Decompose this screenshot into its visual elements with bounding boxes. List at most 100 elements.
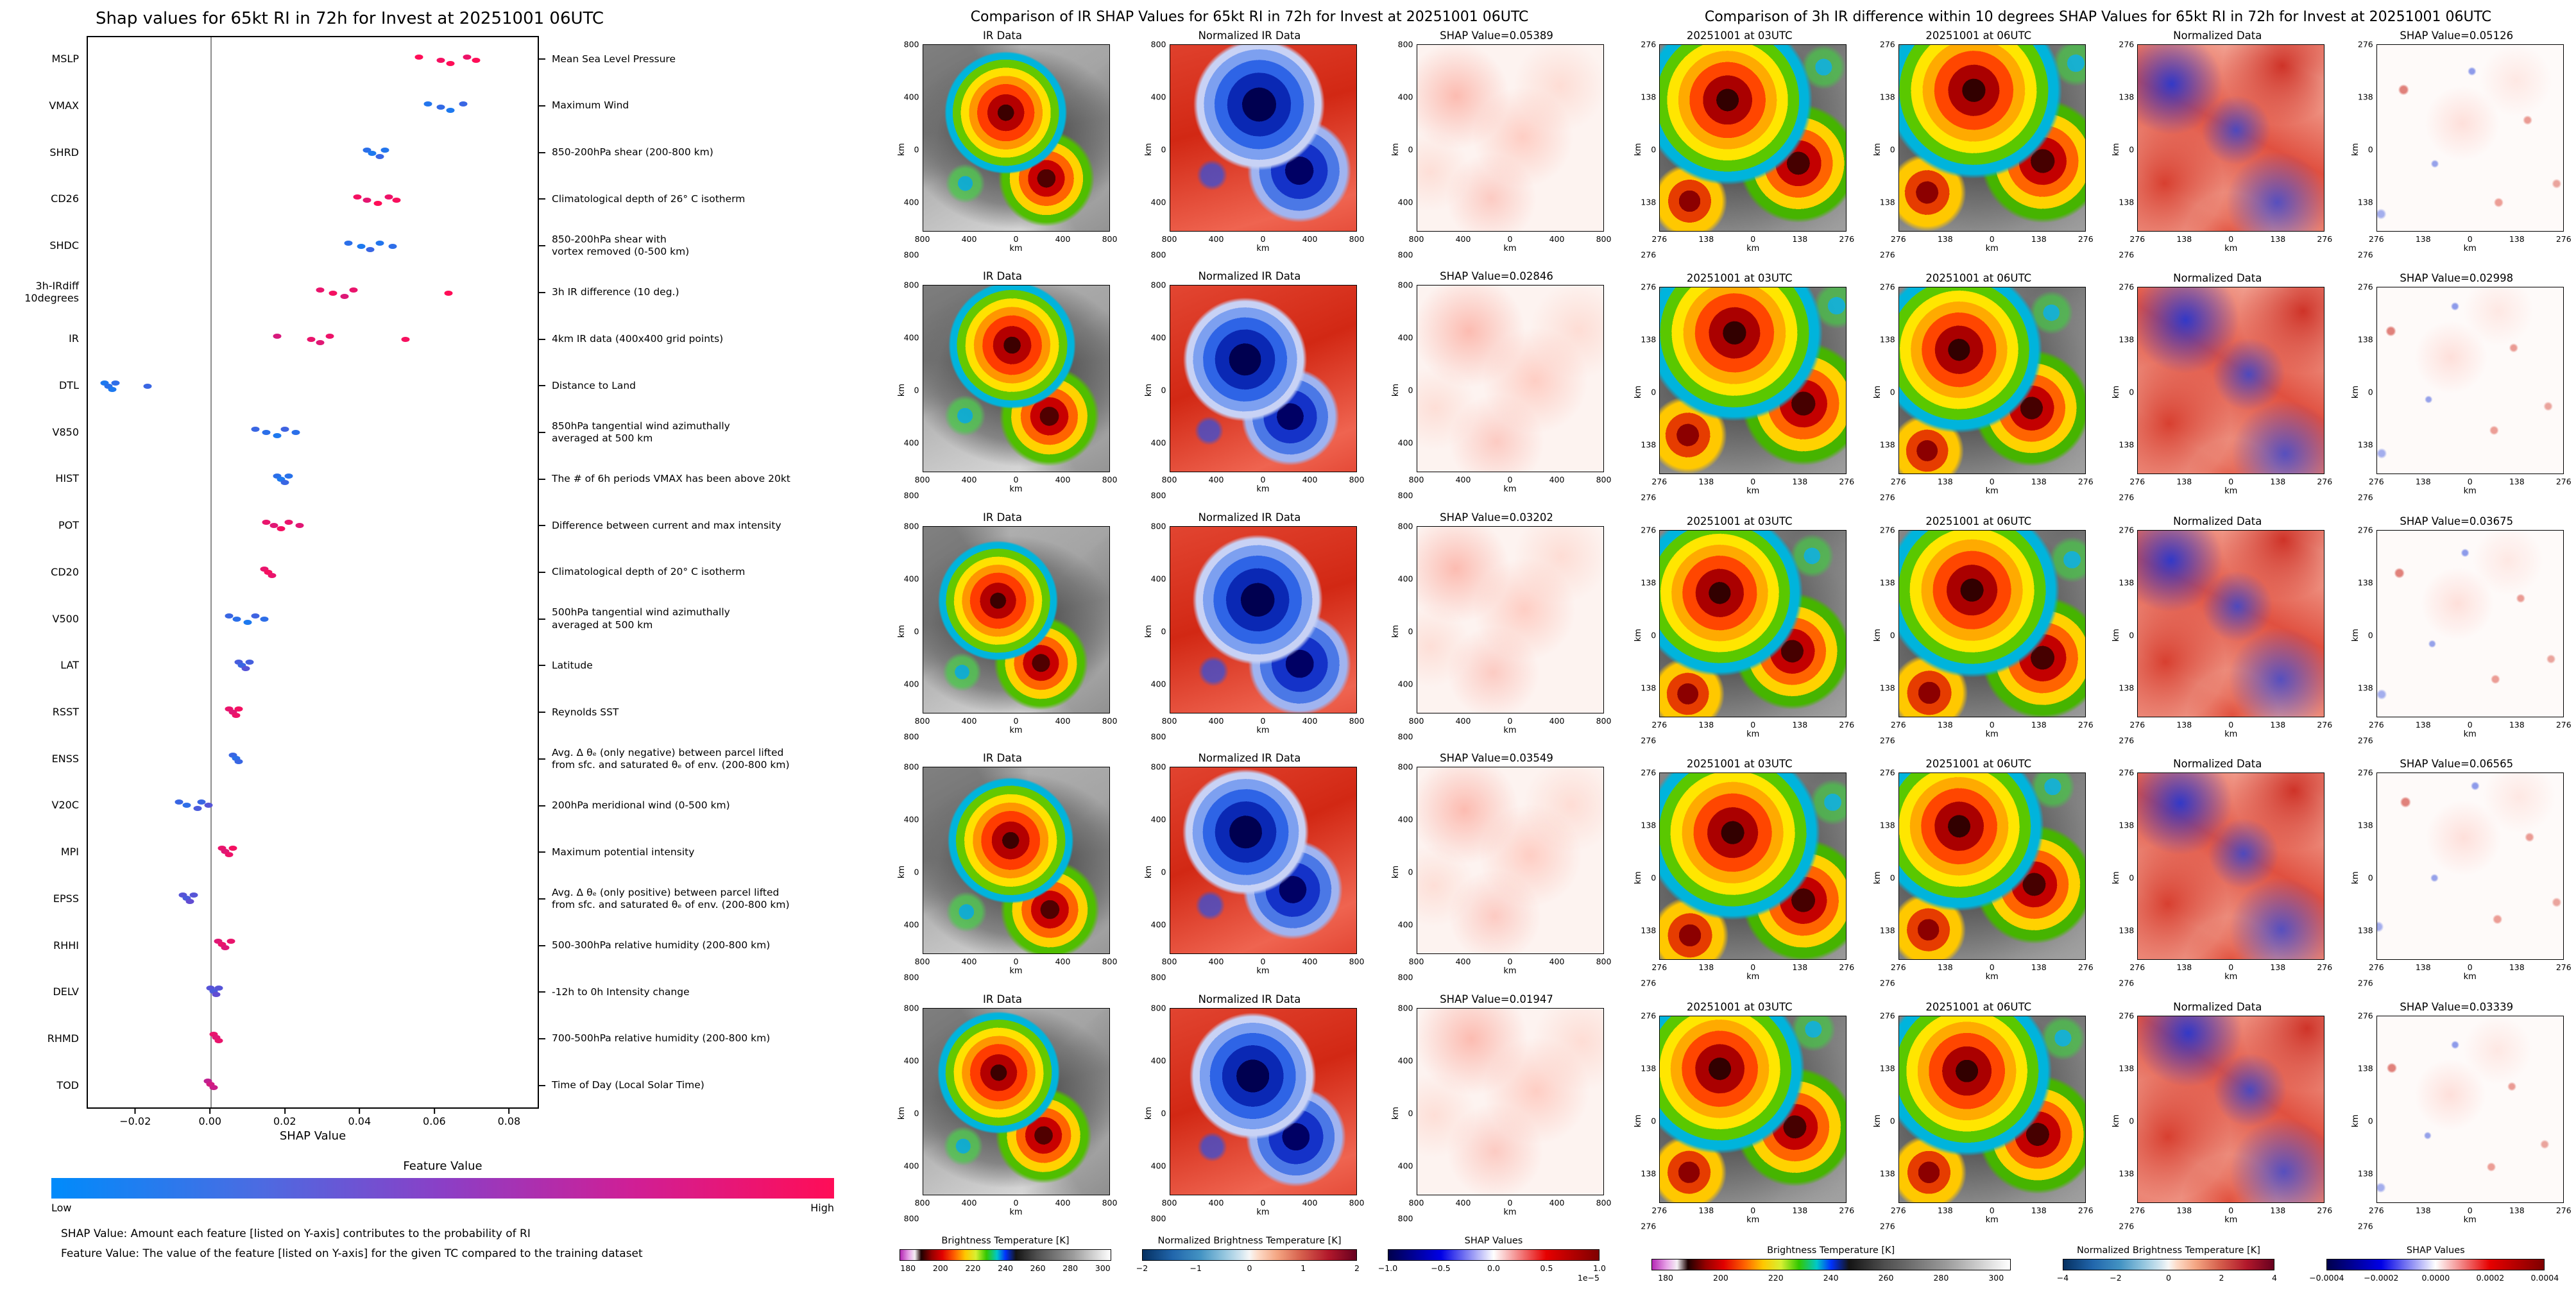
subplot-image — [1416, 1007, 1604, 1195]
feature-tick-label: SHRD — [49, 146, 79, 158]
y-tick-label: 138 — [1879, 440, 1895, 450]
image-content — [923, 45, 1109, 231]
y-axis-label: km — [896, 384, 907, 397]
y-tick-label: 276 — [1879, 1011, 1895, 1021]
subplot-body: km 276 138 0 138 276 276 138 0 138 276 km — [1632, 768, 1854, 988]
shap-dot — [316, 287, 325, 293]
colorbar-label: Brightness Temperature [K] — [941, 1236, 1070, 1246]
y-tick-label: 138 — [2357, 925, 2373, 935]
x-axis-label: km — [2224, 244, 2238, 253]
subplot-image — [2137, 287, 2325, 475]
y-axis-label: km — [2350, 628, 2360, 642]
image-content — [923, 286, 1109, 472]
ir-difference-subplot-grid: 20251001 at 03UTC km 276 138 0 138 276 276 138 0 1… — [1620, 26, 2576, 1240]
subplot-title: IR Data — [983, 511, 1022, 524]
shap-dot — [214, 1038, 223, 1044]
feature-description: 850hPa tangential wind azimuthally avera… — [539, 409, 879, 456]
feature-tick-label: HIST — [55, 472, 79, 485]
x-tick-label: 276 — [2077, 1205, 2094, 1215]
subplot-body: km 800 400 0 400 800 800 400 0 400 800 km — [896, 1003, 1118, 1223]
shap-dot — [185, 898, 194, 904]
colorbar-tick-label: −2 — [1136, 1263, 1148, 1273]
shap-dot — [325, 334, 334, 339]
x-tick-label: 0 — [1989, 1205, 1995, 1215]
colorbar-gradient — [1388, 1249, 1599, 1261]
y-axis: km 800 400 0 400 800 — [1390, 280, 1417, 500]
y-axis: km 800 400 0 400 800 — [896, 1003, 923, 1223]
subplot-title: Normalized IR Data — [1198, 30, 1301, 42]
image-content — [2376, 530, 2563, 717]
shap-dot — [277, 476, 286, 482]
y-tick-label: 400 — [1150, 574, 1166, 584]
y-axis: km 800 400 0 400 800 — [896, 521, 923, 741]
x-tick-label: 276 — [1839, 477, 1855, 487]
y-tick-label: 276 — [2119, 1011, 2135, 1021]
image-content — [2138, 1016, 2324, 1202]
y-tick-label: 400 — [903, 92, 919, 102]
colorbar: Brightness Temperature [K] 180 200 220 240 26… — [1651, 1245, 2011, 1283]
shap-dot — [206, 1081, 215, 1087]
subplot-body: km 800 400 0 400 800 800 400 0 400 800 km — [1143, 40, 1365, 260]
x-axis: 276 138 0 138 276 — [1651, 717, 1854, 730]
x-tick-label: 0.06 — [423, 1115, 446, 1127]
subplot-body: km 800 400 0 400 800 800 400 0 400 800 km — [896, 280, 1118, 500]
x-tick-label: 400 — [1455, 475, 1471, 485]
x-tick-label: 800 — [1161, 1197, 1177, 1208]
x-tick-label: 138 — [1937, 962, 1953, 973]
x-tick-label: 276 — [2555, 1205, 2572, 1215]
subplot-image — [1169, 1007, 1357, 1195]
x-axis: 800 400 0 400 800 — [1162, 232, 1365, 244]
subplot-title: SHAP Value=0.03202 — [1440, 511, 1553, 524]
x-tick-label: 400 — [1055, 957, 1071, 967]
y-axis-label: km — [1872, 871, 1882, 885]
x-tick-label: 400 — [1208, 715, 1224, 726]
x-tick-label: 138 — [2415, 477, 2431, 487]
subplot-body: km 276 138 0 138 276 276 138 0 138 276 km — [2110, 282, 2332, 502]
y-tick-label: 138 — [1879, 1063, 1895, 1073]
x-tick-label: 138 — [2509, 477, 2525, 487]
x-tick-label: 400 — [961, 715, 977, 726]
x-axis-label: km — [2463, 244, 2477, 253]
colorbar-tick-label: 1.0 — [1593, 1263, 1606, 1273]
y-tick-label: 400 — [1397, 1161, 1413, 1171]
x-tick-label: 0 — [2467, 1205, 2473, 1215]
subplot: SHAP Value=0.03549 km 800 400 0 400 800 800 400 0… — [1373, 749, 1620, 989]
subplot-image-column: 276 138 0 138 276 km — [2369, 529, 2572, 740]
x-axis-label: km — [1256, 966, 1270, 977]
y-axis-label: km — [896, 1106, 907, 1120]
feature-tick-label: TOD — [56, 1079, 79, 1091]
subplot-body: km 276 138 0 138 276 276 138 0 138 276 km — [1872, 768, 2094, 988]
y-axis: km 276 138 0 138 276 — [2350, 525, 2376, 745]
y-tick-label: 400 — [1397, 814, 1413, 824]
subplot-body: km 276 138 0 138 276 276 138 0 138 276 km — [1872, 525, 2094, 745]
y-tick-label: 400 — [1397, 1055, 1413, 1066]
subplot: IR Data km 800 400 0 400 800 800 400 0 400 800 km — [879, 990, 1126, 1231]
subplot-image-column: 800 400 0 400 800 km — [1409, 285, 1611, 495]
subplot: Normalized Data km 276 138 0 138 276 276 138 0 138… — [2098, 512, 2337, 755]
x-tick-label: 0 — [2228, 1205, 2234, 1215]
y-tick-label: 800 — [1397, 250, 1413, 260]
y-tick-label: 138 — [1879, 197, 1895, 207]
y-tick-label: 276 — [1879, 978, 1895, 988]
x-tick-label: 400 — [1208, 475, 1224, 485]
colorbar-tick-label: 0 — [1247, 1263, 1252, 1273]
x-tick-label: 276 — [2317, 477, 2333, 487]
x-axis-label: km — [1503, 484, 1517, 495]
x-axis-label: km — [1256, 725, 1270, 735]
image-content — [2376, 1016, 2563, 1202]
x-tick-label: 0 — [1260, 715, 1266, 726]
colorbar-gradient — [1651, 1259, 2011, 1270]
subplot-body: km 800 400 0 400 800 800 400 0 400 800 km — [1390, 280, 1612, 500]
image-content — [923, 1008, 1109, 1195]
x-tick-label: 400 — [961, 234, 977, 244]
shap-dot — [221, 849, 230, 855]
subplot-image — [2376, 1015, 2564, 1203]
feature-tick-label: 3h-IRdiff 10degrees — [24, 280, 79, 304]
shap-dot — [221, 945, 230, 951]
y-tick-label: 138 — [2119, 197, 2135, 207]
y-tick-label: 276 — [2357, 1221, 2373, 1231]
x-tick-label: 800 — [1349, 475, 1365, 485]
image-content — [1660, 1016, 1847, 1202]
shap-dot — [111, 380, 120, 386]
image-content — [1660, 530, 1847, 717]
